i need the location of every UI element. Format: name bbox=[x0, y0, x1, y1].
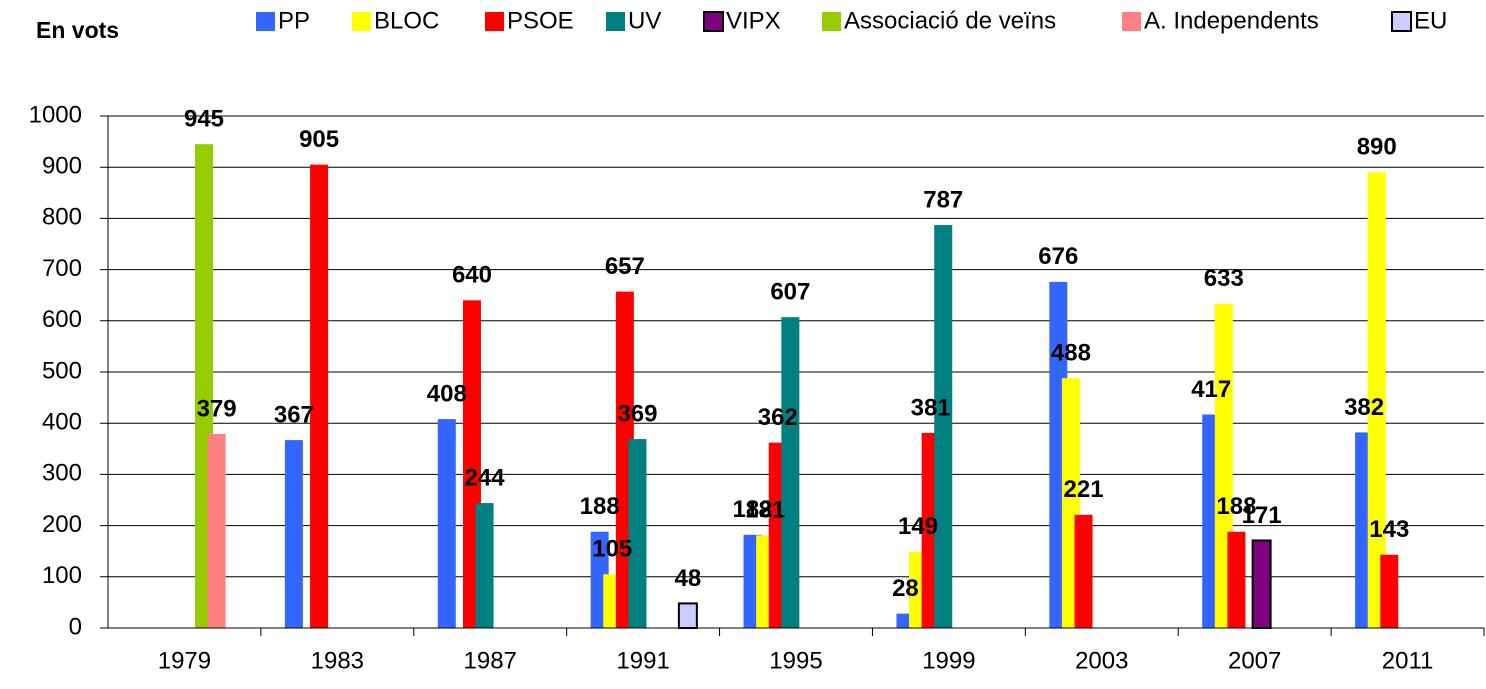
legend-label: VIPX bbox=[726, 7, 781, 34]
y-tick-label: 800 bbox=[42, 204, 82, 231]
legend-swatch bbox=[1391, 11, 1412, 32]
data-label: 48 bbox=[675, 565, 702, 592]
chart-title: En vots bbox=[36, 17, 119, 43]
bar bbox=[1227, 531, 1246, 628]
y-tick-label: 200 bbox=[42, 511, 82, 538]
x-tick-label: 2007 bbox=[1228, 647, 1281, 674]
y-tick-label: 100 bbox=[42, 562, 82, 589]
bar bbox=[310, 164, 329, 628]
data-label: 787 bbox=[923, 186, 963, 213]
y-tick-label: 700 bbox=[42, 255, 82, 282]
legend-label: BLOC bbox=[374, 7, 439, 34]
y-tick-label: 600 bbox=[42, 306, 82, 333]
data-label: 488 bbox=[1051, 339, 1091, 366]
bar bbox=[934, 225, 953, 628]
bar bbox=[475, 503, 494, 628]
data-label: 149 bbox=[898, 513, 938, 540]
legend-swatch bbox=[352, 12, 371, 31]
legend-swatch bbox=[822, 12, 841, 31]
data-label: 417 bbox=[1191, 376, 1231, 403]
legend-swatch bbox=[1122, 12, 1141, 31]
y-tick-label: 0 bbox=[69, 613, 82, 640]
data-label: 379 bbox=[197, 395, 237, 422]
legend-swatch bbox=[703, 11, 724, 32]
x-tick-label: 2003 bbox=[1075, 647, 1128, 674]
bar bbox=[1074, 514, 1093, 628]
y-tick-label: 900 bbox=[42, 153, 82, 180]
x-tick-label: 2011 bbox=[1382, 647, 1434, 674]
x-tick-label: 1995 bbox=[769, 647, 822, 674]
data-label: 890 bbox=[1357, 134, 1397, 161]
bar bbox=[284, 440, 303, 628]
bar bbox=[1251, 539, 1272, 629]
data-label: 607 bbox=[770, 279, 810, 306]
legend-swatch bbox=[256, 12, 275, 31]
data-label: 221 bbox=[1064, 476, 1104, 503]
bar bbox=[437, 419, 456, 628]
legend-swatch bbox=[606, 12, 625, 31]
data-label: 188 bbox=[580, 493, 620, 520]
legend-label: Associació de veïns bbox=[844, 7, 1056, 34]
x-tick-label: 1979 bbox=[158, 647, 211, 674]
data-label: 171 bbox=[1242, 502, 1282, 529]
legend-label: EU bbox=[1414, 7, 1447, 34]
data-label: 362 bbox=[758, 404, 798, 431]
legend-swatch bbox=[485, 12, 504, 31]
y-tick-label: 500 bbox=[42, 357, 82, 384]
y-tick-label: 300 bbox=[42, 460, 82, 487]
data-label: 657 bbox=[605, 253, 645, 280]
data-label: 945 bbox=[184, 106, 224, 133]
bar bbox=[1367, 172, 1386, 628]
legend-label: PSOE bbox=[507, 7, 574, 34]
bar bbox=[677, 602, 698, 630]
data-label: 633 bbox=[1204, 265, 1244, 292]
legend-label: UV bbox=[628, 7, 661, 34]
data-label: 369 bbox=[617, 400, 657, 427]
data-label: 244 bbox=[465, 464, 506, 491]
data-label: 188 bbox=[1216, 493, 1256, 520]
data-label: 28 bbox=[892, 575, 919, 602]
data-label: 367 bbox=[274, 401, 314, 428]
bar bbox=[207, 433, 226, 628]
data-label: 905 bbox=[299, 126, 339, 153]
x-tick-label: 1987 bbox=[464, 647, 517, 674]
x-tick-label: 1999 bbox=[922, 647, 975, 674]
data-label: 182 bbox=[733, 496, 773, 523]
data-label: 382 bbox=[1344, 394, 1384, 421]
data-label: 105 bbox=[592, 536, 632, 563]
data-label: 676 bbox=[1038, 243, 1078, 270]
bar bbox=[1380, 554, 1399, 628]
data-label: 381 bbox=[911, 394, 951, 421]
legend-label: A. Independents bbox=[1144, 7, 1319, 34]
data-label: 640 bbox=[452, 262, 492, 289]
legend-label: PP bbox=[278, 7, 310, 34]
data-label: 143 bbox=[1369, 516, 1409, 543]
x-tick-label: 1983 bbox=[311, 647, 364, 674]
data-label: 181 bbox=[745, 497, 785, 524]
x-tick-label: 1991 bbox=[616, 647, 669, 674]
y-tick-label: 1000 bbox=[29, 101, 82, 128]
bar bbox=[781, 317, 800, 628]
bar bbox=[628, 439, 647, 628]
data-label: 408 bbox=[427, 380, 467, 407]
y-tick-label: 400 bbox=[42, 409, 82, 436]
